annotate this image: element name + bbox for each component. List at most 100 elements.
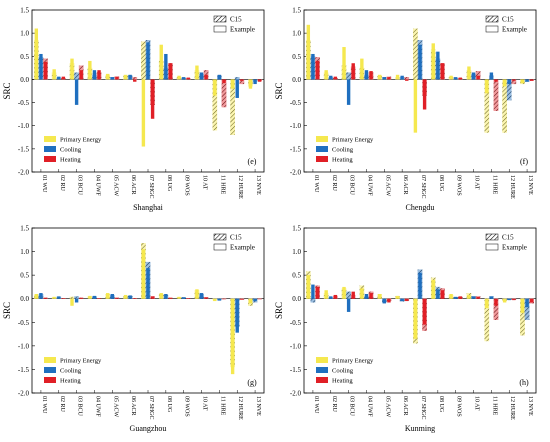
bar-heating-example (258, 79, 261, 81)
x-axis-label: Kunming (405, 424, 435, 433)
bar-heating-example (97, 70, 100, 79)
y-tick-label: -1.5 (290, 145, 302, 153)
bar-primary-c15-hatch (502, 79, 507, 132)
legend-swatch-heating (316, 156, 328, 162)
legend-label-example: Example (230, 26, 255, 34)
y-tick-label: -0.5 (290, 99, 302, 107)
bar-primary-example (124, 295, 127, 299)
bar-cooling-c15-hatch (74, 296, 79, 298)
bar-primary-example (485, 299, 488, 308)
bar-cooling-example (508, 79, 511, 84)
bar-heating-example (240, 299, 243, 300)
bar-primary-example (213, 79, 216, 95)
bar-heating-example (405, 79, 408, 80)
bar-heating-example (151, 79, 154, 118)
bar-cooling-example (128, 75, 131, 80)
bar-primary-example (414, 299, 417, 339)
bar-cooling-example (311, 54, 314, 79)
legend-label-cooling: Cooling (60, 147, 82, 154)
bar-heating-example (115, 298, 118, 299)
bar-cooling-example (75, 299, 78, 303)
bar-cooling-example (39, 54, 42, 79)
bar-heating-example (334, 77, 337, 80)
bar-heating-example (476, 76, 479, 80)
bar-heating-example (62, 77, 65, 80)
bar-primary-example (467, 66, 470, 79)
bar-cooling-c15-hatch (235, 77, 240, 79)
bar-cooling-example (200, 72, 203, 79)
x-tick-label: 01 WU (313, 175, 319, 193)
y-tick-label: 1.5 (292, 225, 301, 233)
bar-primary-example (342, 287, 345, 299)
legend-swatch-cooling (316, 367, 328, 373)
legend-swatch-c15 (486, 16, 498, 22)
x-tick-label: 09 WOS (456, 175, 462, 196)
bar-primary-example (195, 289, 198, 298)
bar-cooling-example (490, 72, 493, 79)
x-tick-label: 09 WOS (456, 396, 462, 417)
y-tick-label: 0.5 (20, 272, 29, 280)
bar-cooling-example (525, 79, 528, 81)
bar-primary-c15-hatch (413, 29, 418, 80)
bar-heating-c15-hatch (494, 79, 499, 110)
bar-primary-example (160, 45, 163, 80)
bar-primary-example (307, 25, 310, 80)
bar-cooling-example (365, 294, 368, 299)
bar-primary-example (324, 290, 327, 298)
bar-primary-c15-hatch (141, 41, 146, 79)
bar-heating-c15-hatch (132, 77, 137, 79)
legend-label-example: Example (502, 26, 527, 34)
legend-label-example: Example (230, 244, 255, 252)
bar-cooling-example (383, 77, 386, 79)
bar-heating-example (423, 299, 426, 325)
bar-heating-example (441, 63, 444, 79)
x-tick-label: 08 UG (438, 396, 444, 413)
y-tick-label: -2.0 (290, 390, 302, 398)
y-tick-label: 0.0 (292, 76, 301, 84)
bar-cooling-example (490, 296, 493, 298)
bar-heating-example (204, 297, 207, 298)
bar-primary-example (52, 297, 55, 299)
x-tick-label: 06 ACR (402, 396, 408, 416)
bar-heating-example (459, 78, 462, 80)
bar-heating-example (387, 299, 390, 303)
x-tick-label: 09 WOS (184, 396, 190, 417)
bar-cooling-example (93, 296, 96, 299)
y-axis-label: SRC (2, 302, 12, 319)
x-tick-label: 03 BCU (349, 396, 355, 417)
bar-heating-example (169, 63, 172, 79)
bar-cooling-example (236, 299, 239, 333)
bar-cooling-example (472, 72, 475, 79)
legend-pattern: C15 Example (486, 16, 527, 34)
bar-cooling-example (347, 299, 350, 312)
x-tick-label: 04 UWF (94, 396, 100, 417)
bar-heating-example (512, 299, 515, 300)
y-axis-label: SRC (2, 82, 12, 99)
legend-swatch-cooling (44, 367, 56, 373)
bar-cooling-example (418, 273, 421, 299)
x-tick-label: 02 RU (59, 396, 65, 413)
x-tick-label: 06 ACR (130, 396, 136, 416)
legend-label-primary: Primary Energy (60, 358, 102, 365)
panel-label: (f) (520, 157, 528, 166)
bar-cooling-example (525, 299, 528, 307)
x-tick-label: 11 HRE (219, 396, 225, 416)
y-tick-label: 1.5 (292, 7, 301, 15)
bar-primary-example (195, 66, 198, 80)
y-tick-label: -2.0 (290, 169, 302, 177)
bar-cooling-example (508, 299, 511, 300)
bar-cooling-example (400, 299, 403, 301)
x-tick-label: 13 NVE (527, 175, 533, 195)
bar-primary-example (521, 299, 524, 313)
bar-primary-example (503, 299, 506, 303)
y-tick-label: 1.5 (20, 7, 29, 15)
bar-cooling-example (164, 54, 167, 79)
bar-primary-example (360, 288, 363, 298)
bar-primary-example (378, 75, 381, 80)
legend-label-c15: C15 (502, 16, 514, 24)
bar-cooling-example (75, 79, 78, 104)
